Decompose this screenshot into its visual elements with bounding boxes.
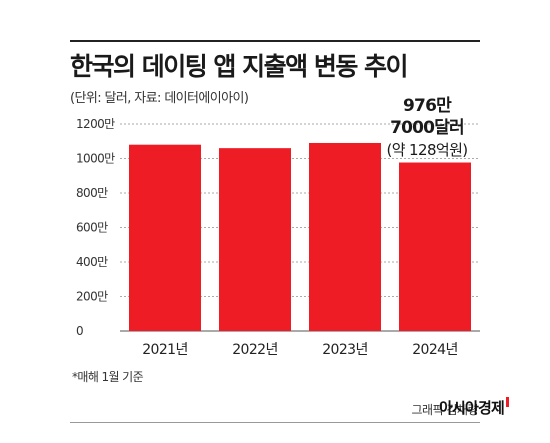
y-tick-label: 800만 (76, 186, 108, 200)
annotation-callout: 976만 7000달러 (약 128억원) (352, 95, 502, 161)
top-rule (70, 40, 480, 42)
x-tick-label: 2021년 (142, 342, 188, 358)
chart-subtitle: (단위: 달러, 자료: 데이터에이아이) (70, 91, 249, 106)
publisher-name: 아시아경제 (439, 399, 505, 417)
graphic-credit: 그래픽 김채령 (411, 401, 478, 418)
bar-2024년 (399, 162, 471, 331)
publisher-logo: 아시아경제 (439, 397, 510, 418)
chart-title: 한국의 데이팅 앱 지출액 변동 추이 (70, 52, 409, 81)
logo-mark-icon (506, 397, 510, 407)
y-tick-label: 400만 (76, 255, 108, 269)
annotation-amount-line2: 7000달러 (390, 118, 465, 138)
bar-2022년 (219, 148, 291, 331)
x-tick-label: 2024년 (412, 342, 458, 358)
x-tick-label: 2023년 (322, 342, 368, 358)
annotation-krw-equivalent: (약 128억원) (386, 141, 468, 159)
bar-2023년 (309, 142, 381, 331)
y-tick-label: 600만 (76, 221, 108, 235)
annotation-amount-line1: 976만 (403, 96, 452, 116)
y-tick-label: 1200만 (76, 117, 115, 131)
bottom-rule (70, 422, 480, 423)
y-tick-label: 0 (76, 324, 83, 338)
y-tick-label: 1000만 (76, 152, 115, 166)
x-tick-label: 2022년 (232, 342, 278, 358)
bar-2021년 (129, 144, 201, 331)
y-tick-label: 200만 (76, 290, 108, 304)
credit-text: 그래픽 김채령 (411, 403, 478, 417)
footnote: *매해 1월 기준 (72, 370, 144, 384)
